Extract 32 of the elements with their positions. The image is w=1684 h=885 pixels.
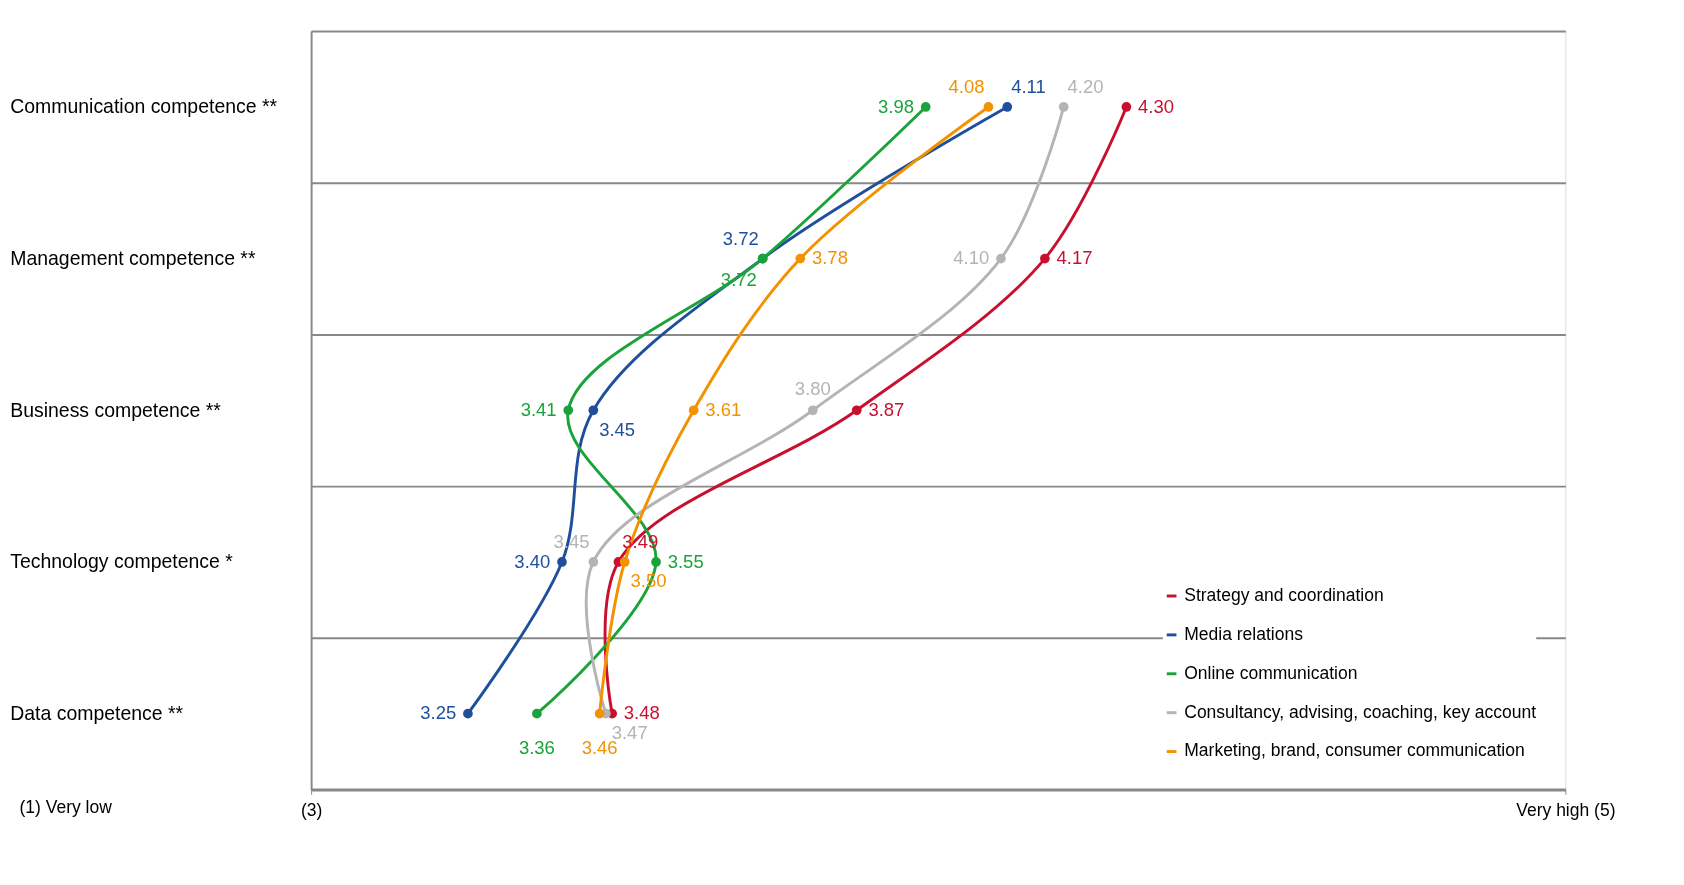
data-label: 3.48: [623, 702, 660, 724]
data-label: 3.98: [878, 95, 915, 117]
legend-label: Online communication: [1184, 662, 1358, 683]
data-label: 3.25: [420, 702, 457, 724]
legend-label: Strategy and coordination: [1184, 584, 1384, 605]
data-label: 3.45: [599, 418, 636, 440]
legend-label: Consultancy, advising, coaching, key account: [1184, 701, 1537, 722]
x-tick-label: Very high (5): [1516, 800, 1616, 821]
y-tick-label: Communication competence **: [10, 95, 278, 118]
data-label: 4.20: [1067, 76, 1104, 98]
data-label: 4.11: [1011, 76, 1046, 98]
data-label: 4.10: [953, 247, 990, 269]
data-label: 3.78: [811, 247, 848, 269]
data-label: 3.36: [518, 737, 555, 759]
y-tick-label: Business competence **: [10, 398, 222, 421]
y-tick-label: Management competence **: [10, 246, 256, 269]
y-tick-label: Technology competence *: [10, 550, 234, 573]
data-label: 3.87: [868, 399, 905, 421]
y-tick-label: Data competence **: [10, 701, 184, 724]
data-label: 3.40: [514, 550, 551, 572]
x-tick-label: (3): [300, 800, 323, 821]
data-label: 4.17: [1056, 247, 1093, 269]
legend-label: Media relations: [1184, 623, 1304, 644]
text: (1) Very low: [19, 796, 113, 817]
data-label: 3.55: [667, 550, 704, 572]
data-label: 4.08: [948, 76, 985, 98]
data-label: 3.80: [794, 377, 831, 399]
legend-label: Marketing, brand, consumer communication: [1184, 740, 1525, 761]
data-label: 4.30: [1138, 95, 1175, 117]
data-label: 3.41: [520, 399, 557, 421]
data-label: 3.72: [722, 228, 759, 249]
data-label: 3.61: [705, 399, 742, 421]
